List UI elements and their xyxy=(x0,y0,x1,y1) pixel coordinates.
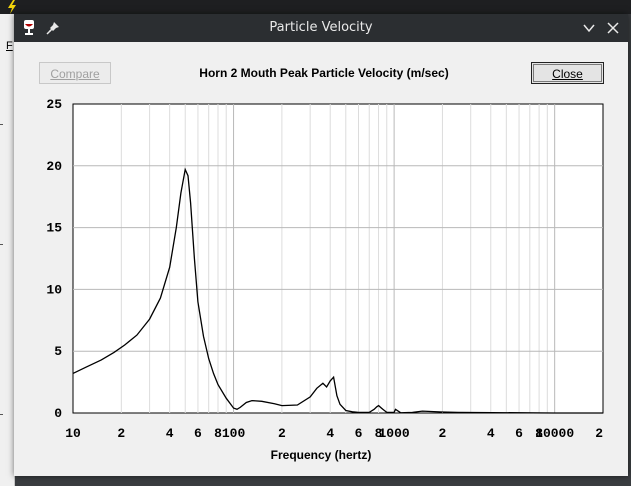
velocity-line xyxy=(72,167,603,414)
y-tick-label: 15 xyxy=(46,221,62,236)
background-app-strip xyxy=(0,0,631,14)
y-tick-label: 25 xyxy=(46,97,62,112)
close-icon[interactable] xyxy=(604,19,622,37)
y-tick-label: 0 xyxy=(54,406,62,421)
close-button[interactable]: Close xyxy=(531,62,604,84)
x-tick-label: 2 xyxy=(439,426,447,441)
background-tick xyxy=(0,244,3,245)
pin-icon[interactable] xyxy=(44,19,62,37)
x-axis-label: Frequency (hertz) xyxy=(271,448,372,462)
background-app-left: F xyxy=(0,14,15,486)
x-tick-label: 6 xyxy=(355,426,363,441)
x-tick-label: 6 xyxy=(194,426,202,441)
y-tick-label: 20 xyxy=(46,159,62,174)
x-tick-label: 2 xyxy=(117,426,125,441)
x-tick-label: 8 xyxy=(375,426,383,441)
y-tick-labels: 0 5 10 15 20 25 xyxy=(46,97,62,421)
y-tick-label: 5 xyxy=(54,344,62,359)
background-tick xyxy=(0,124,3,125)
x-tick-label: 8 xyxy=(535,426,543,441)
x-tick-label: 4 xyxy=(166,426,174,441)
y-tick-label: 10 xyxy=(46,282,62,297)
grid xyxy=(73,104,603,413)
plot-area xyxy=(72,103,604,414)
x-tick-label: 2 xyxy=(595,426,603,441)
chart-title: Horn 2 Mouth Peak Particle Velocity (m/s… xyxy=(199,66,449,80)
window-title: Particle Velocity xyxy=(269,20,373,35)
x-tick-label: 1000 xyxy=(379,426,410,441)
x-tick-label: 10000 xyxy=(535,426,574,441)
titlebar[interactable]: Particle Velocity xyxy=(14,14,628,42)
x-tick-label: 4 xyxy=(326,426,334,441)
background-tick xyxy=(0,414,3,415)
x-tick-label: 100 xyxy=(222,426,246,441)
lightning-icon xyxy=(8,0,16,14)
chevron-down-icon[interactable] xyxy=(580,19,598,37)
x-tick-label: 4 xyxy=(487,426,495,441)
background-menu-fragment: F xyxy=(6,40,13,52)
x-tick-label: 6 xyxy=(515,426,523,441)
particle-velocity-window: Particle Velocity Compare Close Horn 2 M… xyxy=(14,14,628,476)
app-wine-icon[interactable] xyxy=(20,19,38,37)
x-tick-label: 8 xyxy=(214,426,222,441)
compare-button[interactable]: Compare xyxy=(39,62,111,84)
x-tick-label: 10 xyxy=(65,426,81,441)
x-tick-label: 2 xyxy=(278,426,286,441)
